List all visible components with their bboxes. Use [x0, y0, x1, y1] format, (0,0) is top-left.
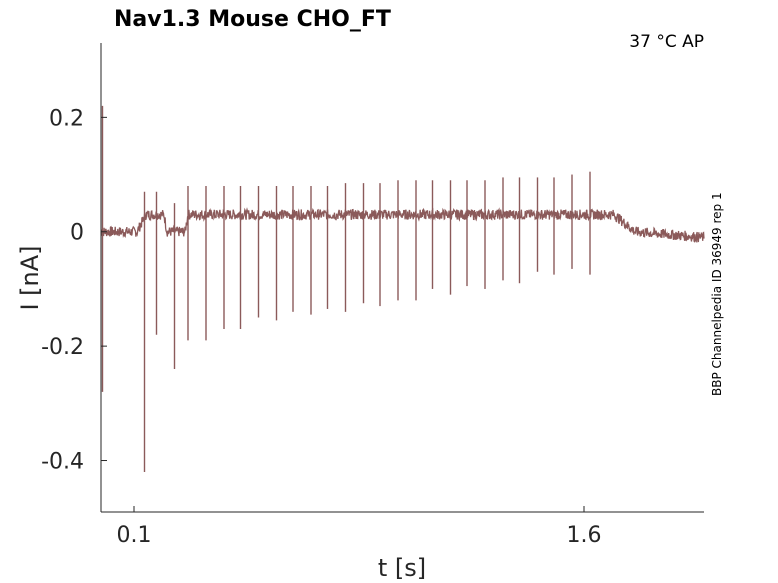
y-tick-label-3: -0.4: [41, 450, 84, 475]
y-tick-label-2: -0.2: [41, 335, 84, 360]
chart-annotation: 37 °C AP: [629, 32, 704, 52]
side-label: BBP Channelpedia ID 36949 rep 1: [710, 192, 724, 396]
x-axis-label: t [s]: [378, 554, 426, 582]
y-tick-label-0: 0.2: [49, 106, 84, 131]
axes: [100, 43, 704, 513]
chart-title: Nav1.3 Mouse CHO_FT: [114, 7, 391, 32]
y-tick-label-1: 0: [70, 221, 84, 246]
ticks: 0.2 0 -0.2 -0.4 0.1 1.6: [41, 106, 601, 548]
x-tick-label-0: 0.1: [117, 523, 152, 548]
current-trace: [100, 207, 705, 243]
x-tick-label-1: 1.6: [567, 523, 602, 548]
plot-area: [100, 105, 705, 472]
y-axis-label: I [nA]: [16, 245, 44, 310]
